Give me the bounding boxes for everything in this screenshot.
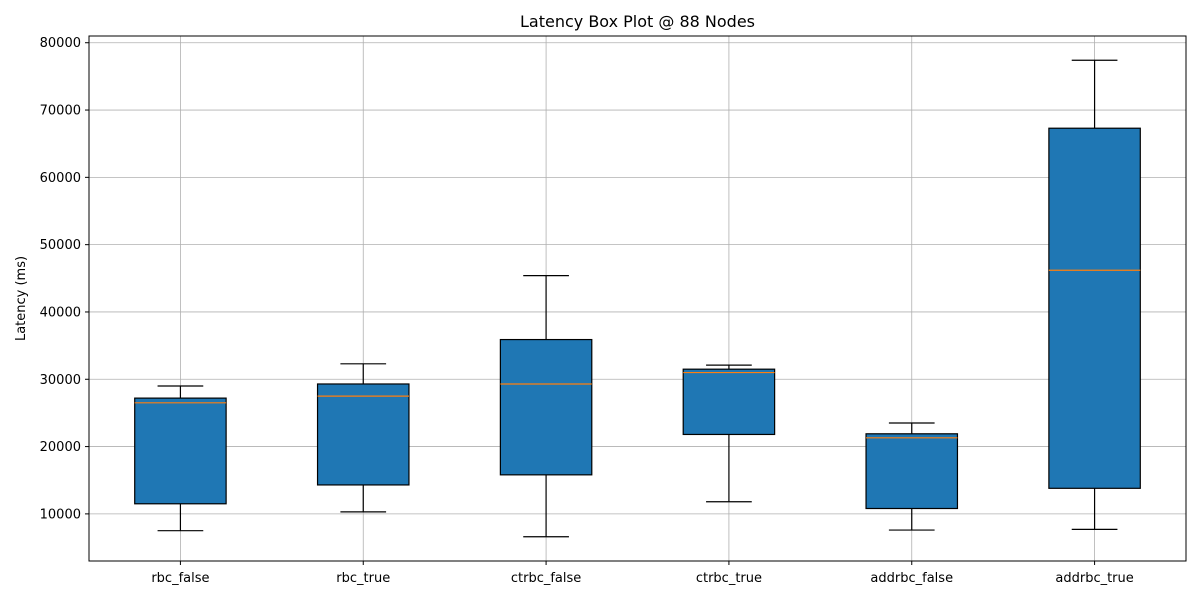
iqr-box (316, 383, 410, 486)
y-tick-label: 10000 (40, 507, 81, 522)
x-tick-label: rbc_false (151, 571, 209, 586)
y-tick-label: 60000 (40, 171, 81, 186)
y-tick-label: 30000 (40, 373, 81, 388)
chart-title: Latency Box Plot @ 88 Nodes (520, 12, 755, 31)
y-tick-label: 50000 (40, 238, 81, 253)
box-addrbc_true (1048, 59, 1141, 530)
iqr-box (134, 397, 227, 505)
y-tick-label: 20000 (40, 440, 81, 455)
box-addrbc_false (865, 422, 959, 531)
box-ctrbc_true (682, 364, 776, 503)
x-tick-label: addrbc_true (1055, 571, 1133, 586)
iqr-box (682, 368, 776, 436)
box-layer (134, 59, 1141, 538)
iqr-box (499, 338, 593, 476)
y-axis-label: Latency (ms) (14, 256, 29, 341)
x-tick-label: ctrbc_true (696, 571, 762, 586)
grid-layer (89, 36, 1186, 561)
x-tick-label: rbc_true (336, 571, 390, 586)
x-tick-label: ctrbc_false (511, 571, 581, 586)
iqr-box (1048, 127, 1141, 489)
box-ctrbc_false (499, 275, 593, 538)
y-tick-label: 70000 (40, 104, 81, 119)
x-tick-label: addrbc_false (870, 571, 953, 586)
y-tick-label: 40000 (40, 305, 81, 320)
iqr-box (865, 433, 959, 510)
plot-frame (88, 35, 1187, 562)
box-rbc_true (316, 363, 410, 513)
box-rbc_false (134, 385, 227, 532)
tick-layer: 10000 20000 30000 40000 50000 60000 70000 80000… (40, 36, 1134, 586)
y-tick-label: 80000 (40, 36, 81, 51)
